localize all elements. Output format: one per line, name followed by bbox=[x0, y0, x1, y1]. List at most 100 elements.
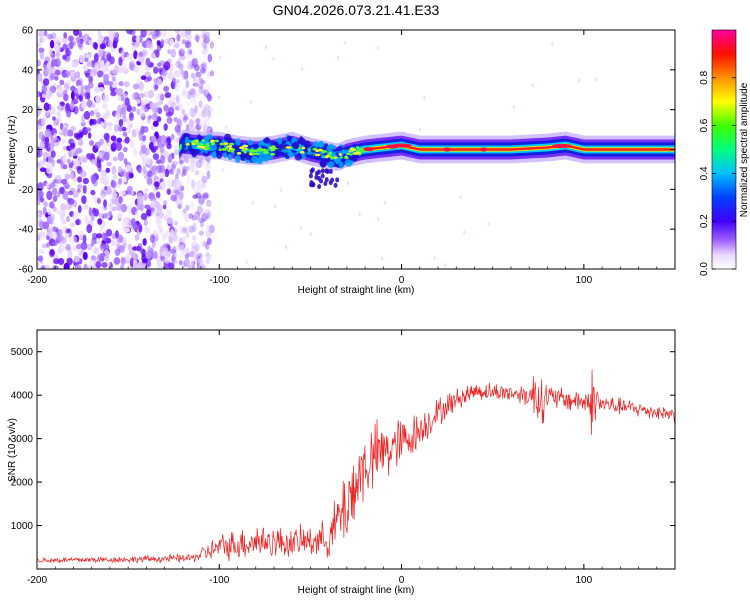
noise-blob bbox=[163, 85, 170, 92]
noise-blob bbox=[170, 80, 177, 90]
noise-blob bbox=[88, 39, 94, 45]
noise-blob bbox=[206, 170, 211, 180]
noise-blob bbox=[61, 72, 68, 78]
noise-blob bbox=[153, 251, 158, 259]
noise-blob bbox=[203, 35, 211, 44]
noise-blob bbox=[146, 40, 153, 48]
noise-blob bbox=[37, 212, 41, 218]
noise-blob bbox=[199, 219, 204, 228]
ridge-highlight bbox=[321, 150, 326, 154]
noise-blob bbox=[37, 73, 43, 83]
noise-blob bbox=[169, 248, 177, 254]
spectrogram-ytick-label: -20 bbox=[19, 185, 34, 196]
noise-blob bbox=[160, 38, 165, 45]
noise-blob bbox=[184, 213, 191, 223]
noise-blob bbox=[203, 44, 208, 52]
snr-marks bbox=[37, 369, 675, 564]
noise-blob bbox=[63, 93, 69, 102]
noise-blob bbox=[106, 185, 112, 193]
noise-blob bbox=[128, 139, 135, 149]
noise-blob bbox=[105, 237, 112, 244]
noise-blob bbox=[118, 57, 123, 66]
noise-blob bbox=[127, 243, 133, 251]
noise-blob bbox=[91, 232, 98, 240]
noise-blob bbox=[120, 107, 127, 115]
noise-blob bbox=[111, 199, 119, 205]
snr-ytick-label: 3000 bbox=[11, 434, 34, 445]
noise-blob bbox=[80, 90, 86, 96]
noise-blob bbox=[358, 212, 361, 217]
noise-blob bbox=[149, 31, 157, 36]
noise-blob bbox=[190, 50, 196, 57]
noise-blob bbox=[187, 91, 192, 100]
noise-blob bbox=[102, 144, 108, 153]
noise-blob bbox=[37, 198, 41, 206]
noise-blob bbox=[181, 36, 186, 44]
noise-blob bbox=[173, 187, 181, 195]
noise-blob bbox=[47, 225, 54, 231]
noise-blob bbox=[77, 176, 82, 183]
spectrogram-ytick-label: 20 bbox=[22, 105, 34, 116]
noise-blob bbox=[97, 70, 104, 77]
noise-blob bbox=[171, 179, 178, 188]
noise-blob bbox=[173, 117, 179, 123]
noise-blob bbox=[136, 245, 142, 252]
noise-blob bbox=[145, 209, 152, 217]
noise-blob bbox=[119, 264, 125, 269]
ridge-blob bbox=[330, 144, 336, 150]
noise-blob bbox=[144, 226, 150, 234]
ridge-highlight bbox=[352, 152, 359, 155]
ridge-highlight bbox=[242, 148, 246, 151]
ridge-blob bbox=[337, 145, 343, 152]
noise-blob bbox=[101, 261, 108, 268]
ridge-blob bbox=[326, 145, 332, 151]
noise-blob bbox=[185, 39, 192, 45]
noise-blob bbox=[75, 79, 82, 87]
noise-blob bbox=[74, 264, 82, 269]
noise-blob bbox=[249, 99, 253, 104]
noise-blob bbox=[87, 81, 94, 89]
noise-blob bbox=[186, 47, 192, 55]
noise-blob bbox=[75, 71, 81, 79]
noise-blob bbox=[190, 260, 197, 265]
ridge-highlight bbox=[239, 146, 245, 150]
ridge-blob bbox=[308, 173, 313, 179]
noise-blob bbox=[188, 225, 195, 233]
noise-blob bbox=[183, 115, 189, 121]
noise-blob bbox=[41, 36, 46, 43]
noise-blob bbox=[49, 249, 55, 256]
noise-blob bbox=[161, 251, 167, 257]
noise-blob bbox=[186, 60, 194, 70]
snr-xtick-label: -200 bbox=[27, 575, 47, 586]
noise-blob bbox=[137, 196, 144, 206]
noise-blob bbox=[164, 230, 170, 239]
noise-blob bbox=[112, 175, 118, 181]
noise-blob bbox=[60, 219, 67, 225]
noise-blob bbox=[69, 40, 74, 50]
ridge-blob bbox=[312, 141, 320, 147]
spectrogram-ytick-label: 40 bbox=[22, 65, 34, 76]
noise-blob bbox=[63, 32, 68, 39]
noise-blob bbox=[175, 94, 180, 103]
noise-blob bbox=[39, 161, 46, 166]
noise-blob bbox=[59, 79, 65, 86]
noise-blob bbox=[37, 146, 41, 155]
noise-blob bbox=[217, 95, 221, 100]
noise-blob bbox=[173, 180, 180, 190]
noise-blob bbox=[50, 58, 58, 67]
noise-blob bbox=[96, 233, 103, 239]
noise-blob bbox=[174, 100, 181, 110]
noise-blob bbox=[41, 264, 46, 269]
noise-blob bbox=[383, 200, 387, 205]
noise-blob bbox=[162, 204, 167, 210]
noise-blob bbox=[170, 101, 176, 108]
ridge-highlight bbox=[346, 152, 351, 156]
noise-blob bbox=[195, 253, 202, 259]
noise-blob bbox=[39, 140, 45, 149]
noise-blob bbox=[185, 41, 192, 49]
ridge-peak bbox=[443, 147, 452, 152]
noise-blob bbox=[155, 101, 160, 109]
snr-ylabel: SNR (10 * v/v) bbox=[7, 418, 18, 482]
noise-blob bbox=[198, 82, 204, 90]
noise-blob bbox=[188, 264, 195, 269]
